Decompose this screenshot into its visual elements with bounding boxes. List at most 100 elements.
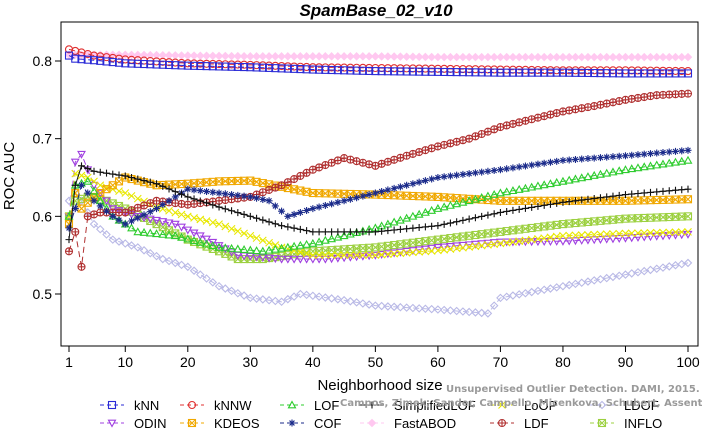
series-point — [289, 292, 299, 301]
series-point — [677, 52, 687, 62]
series-point — [427, 304, 436, 314]
series-point — [202, 51, 211, 61]
series-point — [421, 304, 430, 314]
series-point — [70, 158, 80, 167]
series-point — [383, 67, 392, 76]
series-point — [640, 196, 649, 205]
series-point — [452, 306, 461, 316]
series-point — [683, 69, 693, 78]
series-point-cross — [390, 156, 398, 164]
series-point — [434, 246, 442, 255]
series-point — [390, 249, 399, 258]
series-point — [64, 211, 74, 220]
series-point — [284, 212, 292, 220]
series-point — [171, 258, 180, 268]
series-point-cross — [590, 102, 598, 110]
series-point — [308, 238, 318, 247]
series-point — [658, 159, 668, 168]
series-point — [627, 52, 637, 62]
series-point — [202, 274, 211, 283]
series-point — [221, 62, 230, 71]
series-point — [403, 225, 411, 233]
series-point — [283, 242, 293, 251]
series-point — [140, 177, 148, 185]
series-point — [652, 160, 662, 169]
series-point — [477, 308, 486, 318]
series-point — [502, 52, 511, 62]
series-point — [614, 166, 624, 175]
series-point — [577, 236, 587, 245]
series-point — [258, 255, 267, 264]
series-point — [496, 227, 505, 236]
series-point — [158, 60, 167, 69]
series-point — [646, 196, 655, 205]
series-point — [315, 189, 324, 198]
series-point — [359, 228, 367, 236]
series-point — [371, 243, 380, 252]
series-point — [665, 212, 674, 222]
series-point — [496, 196, 505, 205]
series-point — [333, 245, 342, 254]
legend-item-cof: COF — [280, 416, 342, 431]
series-point — [464, 307, 474, 317]
series-point-cross — [384, 158, 392, 166]
series-point — [346, 52, 355, 61]
series-point — [458, 307, 468, 316]
series-point — [484, 241, 492, 249]
series-point — [603, 193, 611, 201]
series-point — [633, 52, 643, 62]
series-point — [571, 237, 580, 246]
series-point — [502, 196, 511, 205]
series-point-cross — [146, 199, 154, 207]
series-point-cross — [259, 188, 267, 196]
series-point — [478, 168, 486, 176]
series-point — [277, 52, 286, 61]
series-point — [508, 186, 518, 195]
series-point — [558, 220, 567, 229]
series-point — [264, 295, 274, 305]
series-point — [646, 161, 655, 170]
series-point — [358, 299, 368, 308]
series-point — [440, 173, 448, 181]
series-point — [640, 189, 648, 197]
series-point — [228, 191, 236, 199]
series-point — [252, 294, 261, 303]
series-point — [608, 52, 618, 62]
series-point — [627, 234, 637, 243]
series-point — [639, 233, 649, 242]
series-point — [477, 52, 486, 62]
series-point — [484, 167, 492, 175]
series-point — [258, 236, 267, 245]
series-point — [627, 214, 636, 223]
x-tick-label: 20 — [180, 354, 196, 370]
series-point — [277, 297, 286, 307]
series-point — [546, 158, 554, 166]
series-point — [552, 237, 562, 246]
series-point — [252, 63, 261, 72]
series-point — [621, 214, 630, 223]
series-point — [546, 237, 555, 246]
series-point — [328, 200, 336, 208]
plot-frame — [60, 21, 699, 347]
series-point — [102, 230, 111, 239]
series-point — [515, 237, 524, 246]
series-point — [615, 152, 623, 160]
series-point — [683, 258, 693, 268]
series-point — [583, 52, 593, 62]
series-point — [678, 186, 686, 194]
series-point — [290, 64, 299, 73]
series-point — [465, 194, 474, 203]
series-point — [540, 201, 548, 209]
series-point — [421, 52, 430, 62]
series-point — [521, 204, 529, 212]
series-point — [246, 212, 254, 220]
series-point — [321, 189, 330, 198]
series-point — [183, 51, 193, 60]
series-point — [571, 68, 580, 77]
series-point — [165, 206, 173, 215]
series-point — [483, 309, 493, 318]
series-point — [415, 178, 423, 186]
series-point — [152, 216, 161, 225]
series-point — [196, 270, 205, 279]
series-point-cross — [278, 181, 286, 189]
